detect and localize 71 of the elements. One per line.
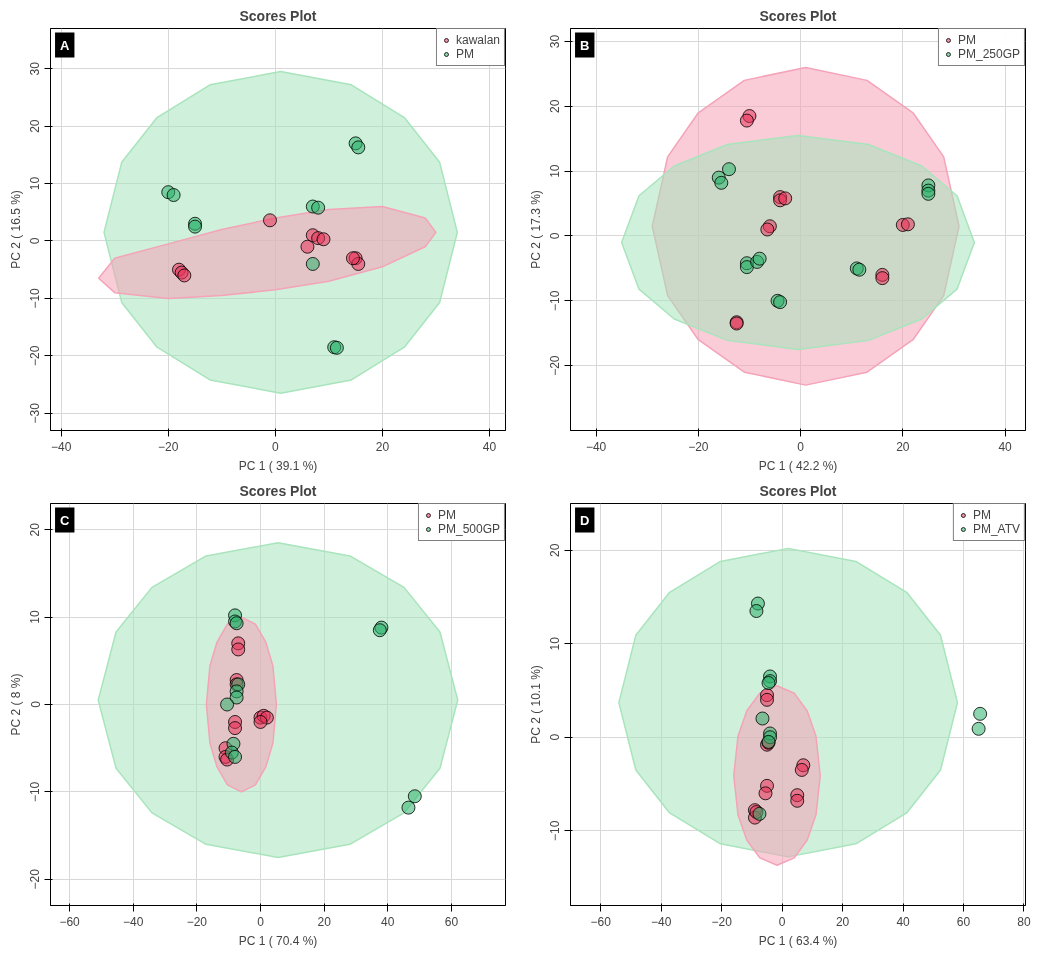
legend-label: PM [957,33,977,47]
x-tick-label: 60 [956,914,971,929]
x-tick-label: 20 [317,914,332,929]
chart-title: Scores Plot [759,7,837,24]
x-tick-label: 0 [257,914,265,929]
y-tick-label: 20 [28,119,43,133]
annotation: D [580,512,590,528]
y-tick-label: 10 [548,636,563,651]
annotation: B [580,37,590,53]
y-axis-title: PC 2 ( 17.3 %) [528,190,543,269]
x-tick-label: −20 [158,439,179,454]
legend-label: PM_250GP [957,47,1020,61]
y-tick-label: −10 [548,820,563,841]
x-tick-label: −20 [711,914,733,929]
y-tick-label: 0 [548,232,563,240]
y-tick-label: −10 [548,290,563,311]
x-tick-label: −20 [688,439,709,454]
x-tick-label: −40 [51,439,72,454]
y-axis-title: PC 2 ( 8 %) [8,673,23,736]
y-tick-label: 30 [28,61,43,76]
x-tick-label: 40 [998,439,1013,454]
legend-label: PM_ATV [972,522,1020,536]
x-tick-label: 20 [375,439,390,454]
x-tick-label: −60 [590,914,612,929]
x-tick-label: 20 [896,439,910,454]
x-tick-label: −40 [123,914,144,929]
x-axis-title: PC 1 ( 70.4 %) [238,933,318,948]
x-tick-label: 0 [271,439,279,454]
y-tick-label: −10 [28,781,43,803]
y-tick-label: 20 [548,99,563,113]
y-tick-label: −20 [28,868,43,890]
chart-title: Scores Plot [239,7,317,24]
x-tick-label: 80 [1017,914,1031,929]
y-tick-label: 0 [548,733,563,741]
x-tick-label: −40 [651,914,672,929]
legend-label: PM [455,47,475,61]
chart-title: Scores Plot [759,482,837,499]
x-tick-label: 40 [381,914,395,929]
y-tick-label: −20 [28,345,43,367]
y-tick-label: 10 [28,610,43,624]
y-tick-label: −10 [28,287,43,309]
y-axis-title: PC 2 ( 10.1 %) [528,665,543,744]
y-tick-label: −30 [28,402,43,424]
legend-label: kawalan [455,33,500,47]
y-axis-title: PC 2 ( 16.5 %) [8,190,23,269]
x-tick-label: 60 [444,914,459,929]
x-tick-label: −40 [585,439,607,454]
x-tick-label: −20 [186,914,208,929]
chart-title: Scores Plot [239,482,317,499]
annotation: C [60,512,71,528]
x-tick-label: 20 [835,914,850,929]
x-tick-label: 0 [778,914,786,929]
y-tick-label: 20 [28,522,43,537]
x-axis-title: PC 1 ( 42.2 %) [758,458,838,473]
annotation: A [60,37,71,53]
y-tick-label: 20 [548,543,563,557]
x-tick-label: −60 [59,914,81,929]
x-tick-label: 0 [797,439,805,454]
x-axis-title: PC 1 ( 63.4 %) [758,933,838,948]
y-tick-label: 30 [548,34,563,49]
x-tick-label: 40 [896,914,911,929]
x-tick-label: 40 [482,439,497,454]
legend-label: PM [972,508,992,522]
x-axis-title: PC 1 ( 39.1 %) [238,458,318,473]
y-tick-label: −20 [548,355,563,376]
y-tick-label: 10 [28,176,43,191]
legend-label: PM_500GP [437,522,500,536]
y-tick-label: 10 [548,164,563,178]
y-tick-label: 0 [28,700,43,708]
y-tick-label: 0 [28,237,43,245]
legend-label: PM [437,508,457,522]
